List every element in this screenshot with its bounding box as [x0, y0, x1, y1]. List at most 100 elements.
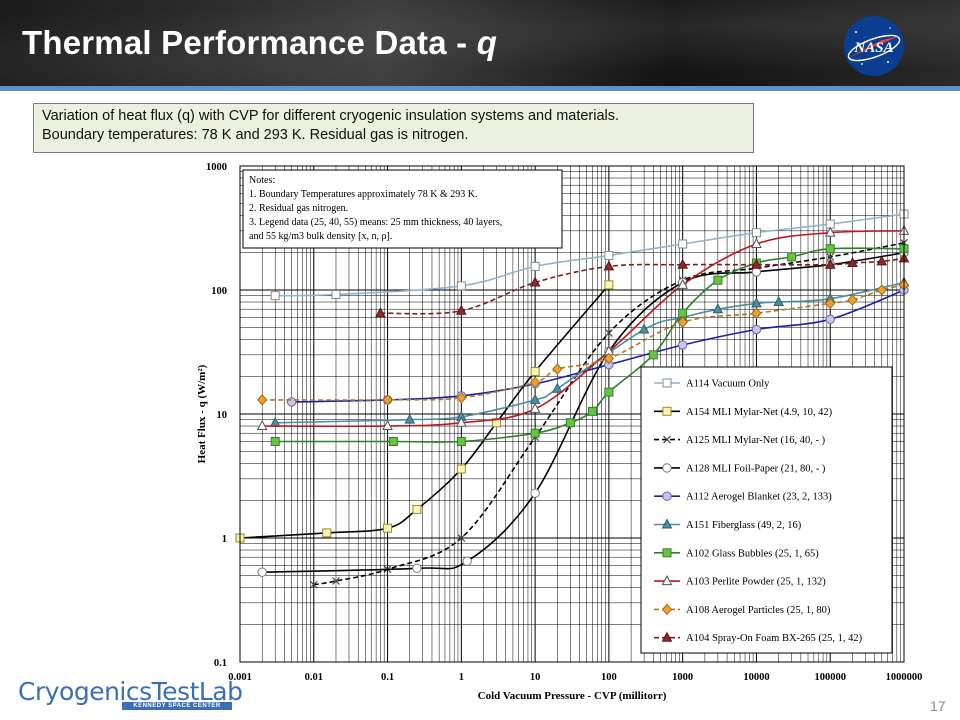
data-point — [529, 402, 541, 413]
slide-title: Thermal Performance Data - q — [22, 24, 497, 62]
data-point — [552, 363, 563, 375]
data-point — [677, 316, 688, 328]
legend-label: A154 MLI Mylar-Net (4.9, 10, 42) — [686, 407, 833, 418]
legend-label: A103 Perlite Powder (25, 1, 132) — [686, 577, 826, 588]
data-point — [375, 307, 386, 318]
header-divider — [0, 86, 960, 91]
x-tick-label: 1000000 — [886, 672, 923, 683]
data-point — [529, 276, 541, 287]
data-point — [677, 258, 688, 269]
notes-box: Notes: 1. Boundary Temperatures approxim… — [242, 169, 563, 249]
data-point — [404, 413, 416, 424]
data-point — [876, 284, 887, 296]
data-point — [530, 488, 540, 498]
axis-tick-labels: 0.001 0.01 0.1 1 10 100 1000 10000 100000 1000000… — [206, 162, 922, 683]
legend-item: A103 Perlite Powder (25, 1, 132) — [654, 575, 826, 588]
data-point — [712, 303, 724, 314]
data-point — [382, 394, 393, 406]
data-point — [456, 437, 466, 447]
nasa-logo: NASA — [844, 16, 904, 76]
data-point — [456, 464, 466, 474]
series-line — [380, 257, 905, 315]
data-point — [751, 307, 762, 319]
legend-item: A108 Aerogel Particles (25, 1, 80) — [654, 603, 831, 616]
data-point — [678, 239, 688, 249]
legend-item: A151 Fiberglass (49, 2, 16) — [654, 518, 802, 531]
series-line — [262, 251, 905, 573]
legend-label: A112 Aerogel Blanket (23, 2, 133) — [686, 492, 832, 503]
legend-marker — [661, 603, 673, 616]
data-point — [257, 394, 268, 406]
x-tick-label: 100000 — [814, 672, 846, 683]
data-point — [638, 323, 650, 334]
data-point — [412, 504, 422, 514]
data-point — [530, 261, 540, 271]
legend-marker — [662, 378, 672, 388]
page-number: 17 — [930, 698, 946, 714]
series-1 — [235, 280, 614, 543]
legend-label: A151 Fiberglass (49, 2, 16) — [686, 520, 802, 531]
data-point — [331, 289, 341, 299]
data-point — [332, 577, 340, 585]
legend-item: A112 Aerogel Blanket (23, 2, 133) — [654, 491, 832, 503]
series-line — [313, 242, 905, 586]
nasa-logo-text: NASA — [853, 40, 893, 56]
legend-marker — [661, 518, 673, 529]
series-7 — [256, 224, 910, 431]
legend-marker — [663, 435, 671, 444]
data-point — [603, 260, 615, 271]
y-tick-label: 1000 — [206, 162, 227, 173]
y-tick-label: 1 — [222, 534, 227, 545]
y-axis-label: Heat Flux - q (W/m²) — [196, 364, 208, 463]
legend-label: A128 MLI Foil-Paper (21, 80, - ) — [686, 463, 826, 474]
data-point — [603, 352, 615, 365]
data-point — [751, 258, 762, 269]
chart-legend: A114 Vacuum Only A154 MLI Mylar-Net (4.9,… — [640, 366, 893, 654]
slide-title-text: Thermal Performance Data - — [22, 24, 477, 61]
data-point — [456, 281, 466, 291]
y-tick-label: 100 — [211, 286, 227, 297]
note-line-1: 1. Boundary Temperatures approximately 7… — [249, 189, 478, 200]
legend-item: A128 MLI Foil-Paper (21, 80, - ) — [654, 463, 826, 474]
data-point — [256, 419, 268, 431]
data-point — [588, 406, 598, 416]
legend-item: A102 Glass Bubbles (25, 1, 65) — [654, 548, 819, 559]
series-0 — [270, 209, 909, 301]
note-line-4: and 55 kg/m3 bulk density [x, n, ρ]. — [249, 231, 392, 242]
data-point — [826, 252, 835, 261]
data-point — [847, 294, 858, 306]
data-point — [530, 367, 540, 377]
legend-item: A154 MLI Mylar-Net (4.9, 10, 42) — [654, 406, 833, 418]
data-point — [677, 278, 688, 289]
data-point — [604, 329, 613, 337]
legend-marker — [662, 406, 672, 416]
legend-frame — [640, 366, 893, 654]
data-point — [825, 314, 835, 325]
legend-item: A125 MLI Mylar-Net (16, 40, - ) — [654, 435, 826, 446]
description-line-2: Boundary temperatures: 78 K and 293 K. R… — [42, 127, 469, 143]
title-banner: Thermal Performance Data - q — [0, 0, 960, 86]
y-tick-label: 0.1 — [214, 658, 227, 669]
data-point — [382, 419, 393, 431]
data-point — [530, 428, 540, 438]
x-tick-label: 10 — [530, 672, 541, 683]
legend-marker — [662, 491, 672, 501]
description-line-1: Variation of heat flux (q) with CVP for … — [42, 108, 620, 124]
data-point — [876, 255, 888, 266]
data-point — [648, 350, 658, 360]
logo-text: CryogenicsTestLab — [18, 677, 243, 706]
data-point — [529, 376, 541, 389]
note-line-2: 2. Residual gas nitrogen. — [249, 203, 348, 214]
data-point — [456, 392, 467, 404]
data-point — [751, 324, 762, 335]
data-point — [456, 416, 467, 427]
data-point — [604, 387, 614, 397]
data-point — [751, 297, 762, 308]
legend-label: A104 Spray-On Foam BX-265 (25, 1, 42) — [686, 633, 863, 644]
legend-marker — [661, 575, 673, 586]
x-tick-label: 100 — [601, 672, 617, 683]
data-point — [751, 237, 762, 248]
data-point — [824, 258, 836, 269]
legend-item: A104 Spray-On Foam BX-265 (25, 1, 42) — [654, 631, 863, 644]
legend-item: A114 Vacuum Only — [654, 378, 770, 390]
